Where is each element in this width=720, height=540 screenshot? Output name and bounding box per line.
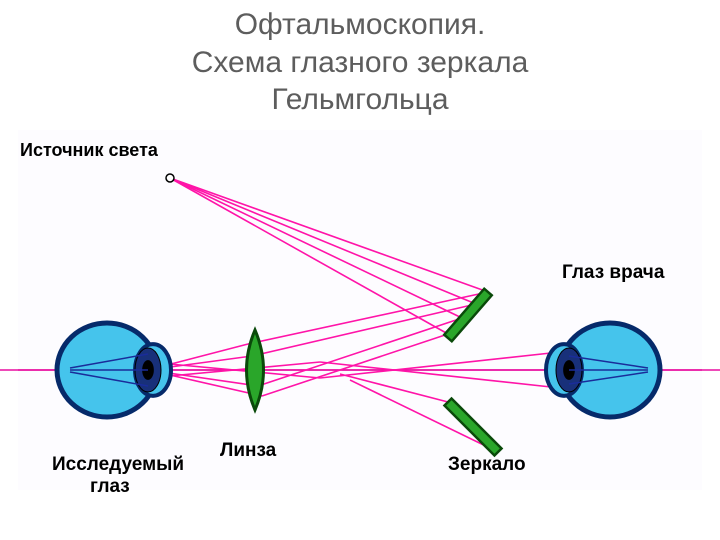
title-line-2: Схема глазного зеркала	[0, 44, 720, 82]
title-line-3: Гельмгольца	[0, 81, 720, 119]
title-line-1: Офтальмоскопия.	[0, 6, 720, 44]
label-patient-eye-l2: глаз	[90, 476, 130, 498]
ophthalmoscope-diagram: Источник света Глаз врача Линза Зеркало …	[0, 130, 720, 530]
page-title: Офтальмоскопия. Схема глазного зеркала Г…	[0, 6, 720, 119]
label-light-source: Источник света	[20, 140, 158, 161]
label-mirror: Зеркало	[448, 454, 526, 476]
label-lens: Линза	[220, 440, 276, 462]
label-patient-eye-l1: Исследуемый	[52, 454, 184, 476]
label-doctor-eye: Глаз врача	[562, 262, 664, 284]
